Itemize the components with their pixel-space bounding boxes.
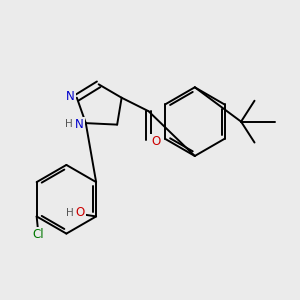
Text: N: N (75, 118, 84, 130)
Text: Cl: Cl (32, 228, 44, 241)
Text: N: N (66, 90, 75, 103)
Text: H: H (64, 119, 72, 129)
Text: H: H (66, 208, 74, 218)
Text: O: O (151, 134, 160, 148)
Text: O: O (76, 206, 85, 219)
